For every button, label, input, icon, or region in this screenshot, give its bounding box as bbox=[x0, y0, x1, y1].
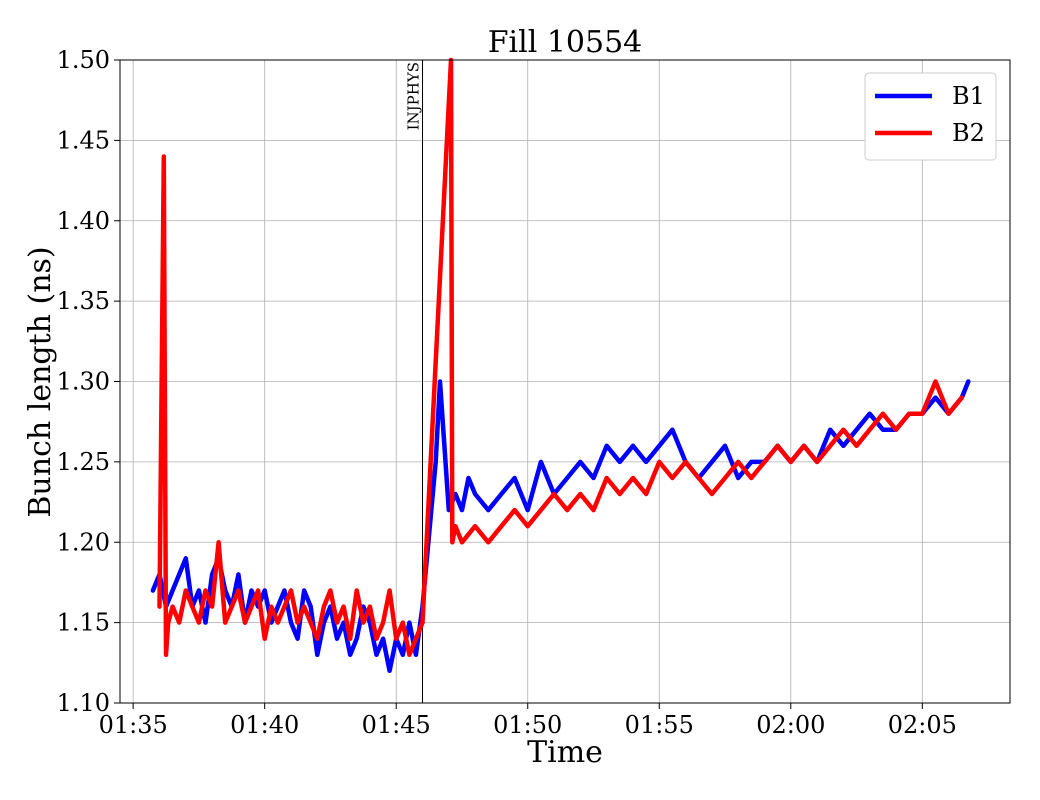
x-tick-label: 01:35 bbox=[99, 711, 168, 739]
series-layer bbox=[150, 57, 971, 674]
y-tick-label: 1.40 bbox=[57, 207, 110, 235]
series-line-b1 bbox=[150, 379, 971, 674]
x-tick-label: 01:55 bbox=[625, 711, 694, 739]
x-tick-label: 01:45 bbox=[362, 711, 431, 739]
y-tick-label: 1.20 bbox=[57, 528, 110, 556]
grid bbox=[120, 59, 1010, 704]
y-axis: 1.10 1.15 1.20 1.25 1.30 1.35 1.40 1.45 1.50 bbox=[57, 46, 120, 717]
y-tick-label: 1.50 bbox=[57, 46, 110, 74]
y-axis-label: Bunch length (ns) bbox=[23, 246, 58, 517]
y-tick-label: 1.10 bbox=[57, 689, 110, 717]
x-axis: 01:35 01:40 01:45 01:50 01:55 02:00 02:05 bbox=[99, 703, 957, 739]
y-tick-label: 1.15 bbox=[57, 609, 110, 637]
x-tick-label: 02:00 bbox=[756, 711, 825, 739]
legend: B1 B2 bbox=[864, 72, 997, 161]
series-line-b2 bbox=[157, 57, 965, 658]
legend-label-b1: B1 bbox=[952, 82, 985, 110]
y-tick-label: 1.45 bbox=[57, 126, 110, 154]
x-tick-label: 01:50 bbox=[493, 711, 562, 739]
x-axis-label: Time bbox=[527, 735, 603, 770]
injphys-label: INJPHYS bbox=[405, 62, 423, 130]
chart-title: Fill 10554 bbox=[488, 25, 643, 60]
y-tick-label: 1.25 bbox=[57, 448, 110, 476]
y-tick-label: 1.30 bbox=[57, 368, 110, 396]
x-tick-label: 02:05 bbox=[888, 711, 957, 739]
legend-label-b2: B2 bbox=[952, 119, 985, 147]
y-tick-label: 1.35 bbox=[57, 287, 110, 315]
x-tick-label: 01:40 bbox=[230, 711, 299, 739]
